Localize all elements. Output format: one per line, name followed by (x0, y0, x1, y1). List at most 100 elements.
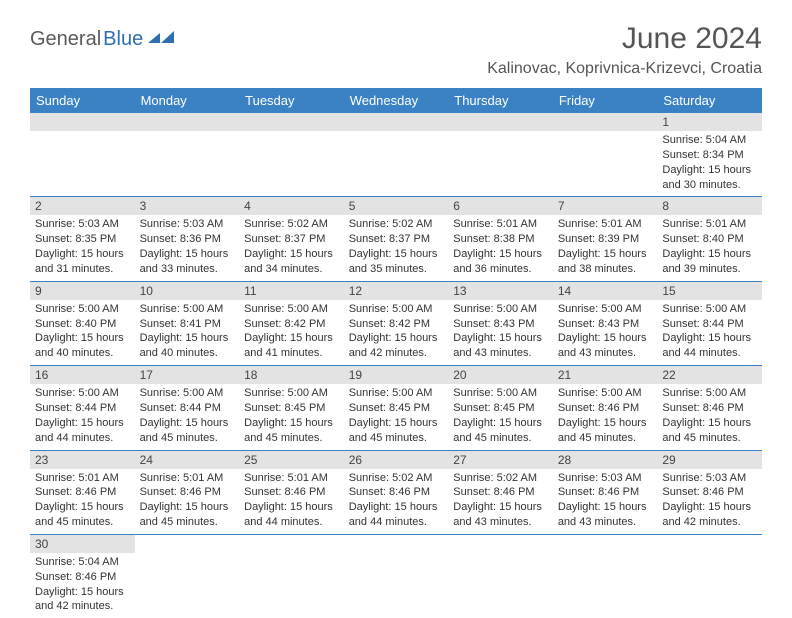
sunset-line: Sunset: 8:45 PM (349, 401, 444, 416)
sunrise-line: Sunrise: 5:04 AM (35, 555, 130, 570)
day-body: Sunrise: 5:03 AMSunset: 8:36 PMDaylight:… (135, 215, 240, 280)
sunrise-line: Sunrise: 5:00 AM (453, 302, 548, 317)
sunrise-line: Sunrise: 5:00 AM (140, 302, 235, 317)
calendar-cell: 2Sunrise: 5:03 AMSunset: 8:35 PMDaylight… (30, 197, 135, 281)
calendar-cell: 16Sunrise: 5:00 AMSunset: 8:44 PMDayligh… (30, 366, 135, 450)
day-body: Sunrise: 5:04 AMSunset: 8:46 PMDaylight:… (30, 553, 135, 618)
day-body: Sunrise: 5:02 AMSunset: 8:46 PMDaylight:… (448, 469, 553, 534)
sunrise-line: Sunrise: 5:00 AM (244, 302, 339, 317)
daylight-line-2: and 45 minutes. (349, 431, 444, 446)
day-body: Sunrise: 5:04 AMSunset: 8:34 PMDaylight:… (657, 131, 762, 196)
day-body: Sunrise: 5:03 AMSunset: 8:35 PMDaylight:… (30, 215, 135, 280)
daylight-line-1: Daylight: 15 hours (244, 416, 339, 431)
sunset-line: Sunset: 8:44 PM (35, 401, 130, 416)
sunset-line: Sunset: 8:35 PM (35, 232, 130, 247)
day-number: 5 (344, 197, 449, 215)
daylight-line-1: Daylight: 15 hours (35, 247, 130, 262)
day-number: 6 (448, 197, 553, 215)
day-number: 12 (344, 282, 449, 300)
calendar-cell: 17Sunrise: 5:00 AMSunset: 8:44 PMDayligh… (135, 366, 240, 450)
daylight-line-2: and 31 minutes. (35, 262, 130, 277)
daylight-line-1: Daylight: 15 hours (558, 416, 653, 431)
day-number: 30 (30, 535, 135, 553)
calendar-cell: 13Sunrise: 5:00 AMSunset: 8:43 PMDayligh… (448, 281, 553, 365)
day-number: 14 (553, 282, 658, 300)
daylight-line-1: Daylight: 15 hours (558, 331, 653, 346)
day-number (448, 113, 553, 131)
daylight-line-2: and 43 minutes. (453, 346, 548, 361)
daylight-line-2: and 45 minutes. (453, 431, 548, 446)
daylight-line-2: and 45 minutes. (140, 515, 235, 530)
daylight-line-2: and 35 minutes. (349, 262, 444, 277)
sunrise-line: Sunrise: 5:00 AM (349, 386, 444, 401)
calendar-cell: 26Sunrise: 5:02 AMSunset: 8:46 PMDayligh… (344, 450, 449, 534)
calendar-cell (448, 534, 553, 618)
sunset-line: Sunset: 8:41 PM (140, 317, 235, 332)
day-number: 9 (30, 282, 135, 300)
sunrise-line: Sunrise: 5:00 AM (140, 386, 235, 401)
calendar-cell: 9Sunrise: 5:00 AMSunset: 8:40 PMDaylight… (30, 281, 135, 365)
sunrise-line: Sunrise: 5:01 AM (662, 217, 757, 232)
brand-logo: GeneralBlue (30, 28, 174, 51)
daylight-line-2: and 38 minutes. (558, 262, 653, 277)
day-number: 16 (30, 366, 135, 384)
daylight-line-1: Daylight: 15 hours (349, 331, 444, 346)
daylight-line-1: Daylight: 15 hours (244, 331, 339, 346)
calendar-cell (553, 113, 658, 197)
calendar-cell: 20Sunrise: 5:00 AMSunset: 8:45 PMDayligh… (448, 366, 553, 450)
daylight-line-1: Daylight: 15 hours (662, 500, 757, 515)
calendar-cell: 4Sunrise: 5:02 AMSunset: 8:37 PMDaylight… (239, 197, 344, 281)
calendar-cell: 25Sunrise: 5:01 AMSunset: 8:46 PMDayligh… (239, 450, 344, 534)
flag-icon (148, 29, 174, 50)
daylight-line-2: and 43 minutes. (558, 515, 653, 530)
day-number: 8 (657, 197, 762, 215)
day-number: 22 (657, 366, 762, 384)
calendar-row: 30Sunrise: 5:04 AMSunset: 8:46 PMDayligh… (30, 534, 762, 618)
sunrise-line: Sunrise: 5:02 AM (453, 471, 548, 486)
day-number: 25 (239, 451, 344, 469)
sunset-line: Sunset: 8:40 PM (35, 317, 130, 332)
day-number: 7 (553, 197, 658, 215)
calendar-cell: 11Sunrise: 5:00 AMSunset: 8:42 PMDayligh… (239, 281, 344, 365)
day-number: 3 (135, 197, 240, 215)
location: Kalinovac, Koprivnica-Krizevci, Croatia (487, 60, 762, 78)
day-number: 17 (135, 366, 240, 384)
sunrise-line: Sunrise: 5:02 AM (349, 217, 444, 232)
calendar-cell (135, 113, 240, 197)
calendar-cell (448, 113, 553, 197)
day-number: 1 (657, 113, 762, 131)
sunset-line: Sunset: 8:46 PM (558, 485, 653, 500)
day-number (135, 113, 240, 131)
daylight-line-1: Daylight: 15 hours (453, 247, 548, 262)
sunrise-line: Sunrise: 5:01 AM (453, 217, 548, 232)
calendar-cell: 28Sunrise: 5:03 AMSunset: 8:46 PMDayligh… (553, 450, 658, 534)
daylight-line-1: Daylight: 15 hours (140, 331, 235, 346)
calendar-row: 1Sunrise: 5:04 AMSunset: 8:34 PMDaylight… (30, 113, 762, 197)
daylight-line-2: and 45 minutes. (244, 431, 339, 446)
daylight-line-1: Daylight: 15 hours (349, 416, 444, 431)
day-body: Sunrise: 5:01 AMSunset: 8:38 PMDaylight:… (448, 215, 553, 280)
daylight-line-2: and 42 minutes. (35, 599, 130, 614)
day-header: Monday (135, 88, 240, 113)
calendar-cell: 27Sunrise: 5:02 AMSunset: 8:46 PMDayligh… (448, 450, 553, 534)
sunrise-line: Sunrise: 5:03 AM (35, 217, 130, 232)
day-number: 2 (30, 197, 135, 215)
day-body: Sunrise: 5:01 AMSunset: 8:39 PMDaylight:… (553, 215, 658, 280)
day-number: 18 (239, 366, 344, 384)
calendar-cell: 6Sunrise: 5:01 AMSunset: 8:38 PMDaylight… (448, 197, 553, 281)
day-body: Sunrise: 5:00 AMSunset: 8:40 PMDaylight:… (30, 300, 135, 365)
sunset-line: Sunset: 8:38 PM (453, 232, 548, 247)
daylight-line-1: Daylight: 15 hours (349, 500, 444, 515)
day-number (30, 113, 135, 131)
daylight-line-1: Daylight: 15 hours (244, 500, 339, 515)
daylight-line-2: and 42 minutes. (662, 515, 757, 530)
daylight-line-2: and 43 minutes. (453, 515, 548, 530)
sunset-line: Sunset: 8:45 PM (244, 401, 339, 416)
sunset-line: Sunset: 8:37 PM (244, 232, 339, 247)
day-body: Sunrise: 5:00 AMSunset: 8:41 PMDaylight:… (135, 300, 240, 365)
header: GeneralBlue June 2024 Kalinovac, Koprivn… (30, 22, 762, 78)
sunset-line: Sunset: 8:46 PM (662, 485, 757, 500)
day-body: Sunrise: 5:00 AMSunset: 8:45 PMDaylight:… (448, 384, 553, 449)
sunset-line: Sunset: 8:46 PM (140, 485, 235, 500)
daylight-line-1: Daylight: 15 hours (453, 331, 548, 346)
